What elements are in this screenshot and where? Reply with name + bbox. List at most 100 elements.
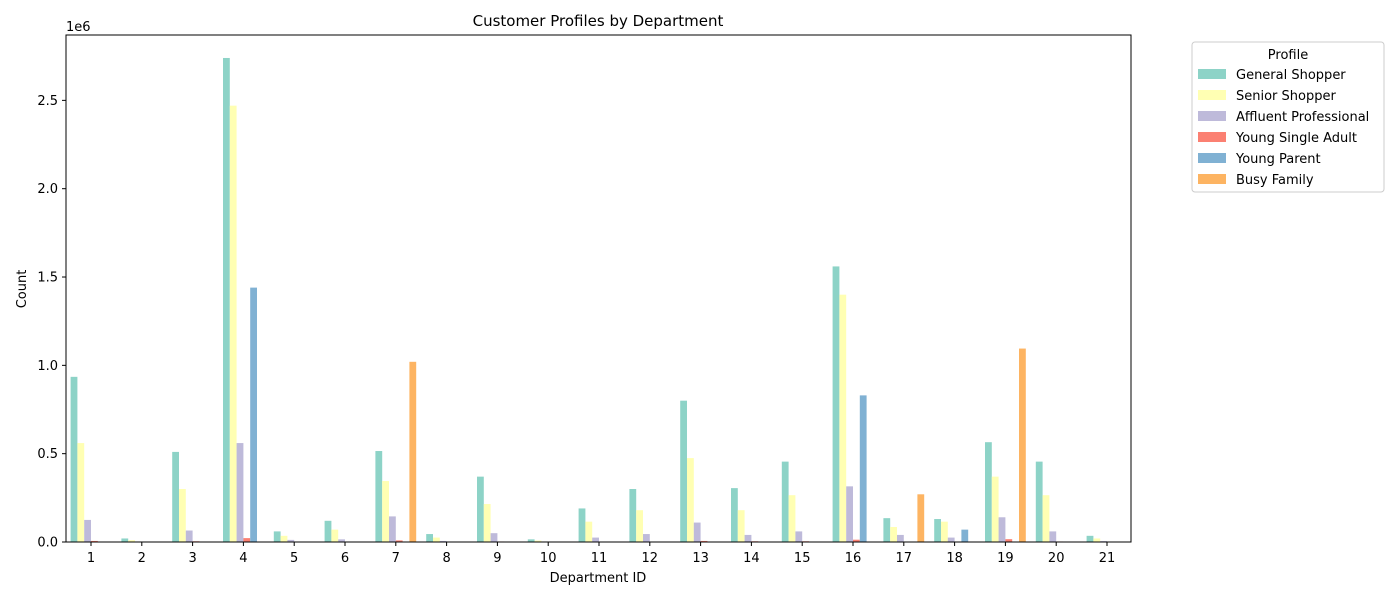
y-axis: 0.0 0.5 1.0 1.5 2.0 2.5: [37, 94, 66, 551]
x-tick-label: 13: [692, 551, 709, 566]
legend-label: Young Single Adult: [1235, 131, 1357, 146]
x-tick-label: 14: [743, 551, 760, 566]
bar-dept-12-senior-shopper: [636, 510, 643, 542]
bar-dept-17-affluent-professional: [897, 534, 904, 542]
bar-dept-6-affluent-professional: [338, 539, 345, 542]
legend-swatch: [1198, 174, 1226, 184]
bar-dept-13-affluent-professional: [693, 522, 701, 542]
bar-dept-19-busy-family: [1019, 348, 1026, 542]
bar-dept-20-general-shopper: [1035, 461, 1043, 542]
bar-dept-4-general-shopper: [223, 57, 230, 542]
y-tick-label: 2.5: [37, 94, 58, 109]
y-tick-label: 1.0: [37, 359, 58, 374]
x-tick-label: 10: [540, 551, 557, 566]
bar-dept-14-affluent-professional: [744, 534, 752, 542]
bar-dept-19-senior-shopper: [991, 476, 999, 542]
x-tick-label: 7: [392, 551, 400, 566]
bar-dept-17-busy-family: [917, 494, 925, 542]
bar-dept-19-young-single-adult: [1005, 539, 1013, 542]
bar-dept-18-senior-shopper: [941, 521, 948, 542]
bar-dept-2-senior-shopper: [128, 540, 135, 542]
x-tick-label: 2: [138, 551, 146, 566]
y-axis-offset-text: 1e6: [66, 20, 91, 35]
bar-dept-20-senior-shopper: [1042, 495, 1050, 542]
bar-dept-5-general-shopper: [273, 531, 281, 542]
bar-dept-11-senior-shopper: [585, 521, 593, 542]
bar-dept-14-senior-shopper: [737, 510, 745, 542]
legend-swatch: [1198, 153, 1226, 163]
legend-swatch: [1198, 111, 1226, 121]
bar-dept-16-general-shopper: [832, 266, 840, 542]
x-tick-label: 18: [946, 551, 963, 566]
legend-label: Young Parent: [1235, 152, 1321, 167]
x-tick-label: 5: [290, 551, 298, 566]
x-tick-label: 4: [239, 551, 247, 566]
bar-dept-6-general-shopper: [324, 520, 332, 542]
bar-dept-10-senior-shopper: [534, 540, 542, 542]
x-axis-label: Department ID: [550, 571, 647, 586]
x-tick-label: 11: [591, 551, 608, 566]
bar-dept-13-general-shopper: [680, 400, 687, 542]
bar-dept-15-general-shopper: [781, 461, 789, 542]
bar-dept-15-affluent-professional: [795, 531, 803, 542]
x-tick-label: 15: [794, 551, 811, 566]
x-tick-label: 9: [493, 551, 501, 566]
bar-dept-2-general-shopper: [121, 538, 129, 542]
legend-label: Senior Shopper: [1236, 89, 1336, 104]
bar-dept-21-general-shopper: [1086, 535, 1094, 542]
bar-dept-4-young-single-adult: [243, 538, 251, 542]
legend-swatch: [1198, 132, 1226, 142]
bar-dept-18-general-shopper: [934, 519, 941, 542]
x-tick-label: 16: [845, 551, 862, 566]
bar-dept-12-affluent-professional: [643, 534, 650, 542]
legend-swatch: [1198, 69, 1226, 79]
bar-dept-15-senior-shopper: [788, 495, 796, 542]
bar-dept-11-affluent-professional: [592, 537, 599, 542]
bar-dept-12-general-shopper: [629, 489, 637, 542]
bar-dept-7-senior-shopper: [382, 481, 389, 542]
bar-dept-17-general-shopper: [883, 518, 891, 542]
bar-dept-8-senior-shopper: [433, 537, 440, 542]
x-tick-label: 8: [442, 551, 450, 566]
x-tick-label: 3: [188, 551, 196, 566]
bar-dept-3-general-shopper: [172, 451, 179, 542]
legend: Profile General Shopper Senior Shopper Aff…: [1191, 41, 1385, 193]
y-tick-label: 0.0: [37, 536, 58, 551]
bar-dept-19-general-shopper: [985, 442, 992, 542]
bar-dept-7-busy-family: [409, 361, 417, 542]
bar-dept-16-young-parent: [859, 395, 867, 542]
bar-dept-1-general-shopper: [70, 376, 78, 542]
bar-dept-8-general-shopper: [426, 534, 433, 542]
bar-dept-21-senior-shopper: [1093, 538, 1101, 542]
x-tick-label: 17: [896, 551, 913, 566]
bar-dept-4-young-parent: [250, 287, 257, 542]
bar-dept-1-senior-shopper: [77, 443, 85, 542]
bar-dept-7-general-shopper: [375, 451, 383, 542]
bar-dept-14-general-shopper: [731, 488, 738, 542]
legend-frame: [1191, 41, 1385, 193]
bar-dept-19-affluent-professional: [998, 517, 1006, 542]
bar-dept-8-affluent-professional: [439, 540, 447, 542]
bar-dept-18-affluent-professional: [947, 537, 955, 542]
bar-dept-9-affluent-professional: [490, 533, 498, 542]
bar-dept-11-general-shopper: [578, 508, 586, 542]
x-tick-label: 1: [87, 551, 95, 566]
bar-dept-1-young-single-adult: [91, 540, 98, 542]
bar-dept-17-senior-shopper: [890, 526, 897, 542]
chart-title: Customer Profiles by Department: [473, 12, 724, 30]
legend-title: Profile: [1268, 48, 1308, 63]
y-tick-label: 2.0: [37, 182, 58, 197]
legend-swatch: [1198, 90, 1226, 100]
y-tick-label: 1.5: [37, 271, 58, 286]
bars-group: [70, 57, 1107, 543]
x-tick-label: 21: [1099, 551, 1116, 566]
bar-dept-7-young-single-adult: [395, 540, 403, 542]
legend-label: Affluent Professional: [1236, 110, 1369, 125]
bar-dept-16-young-single-adult: [853, 539, 860, 542]
x-tick-label: 6: [341, 551, 349, 566]
bar-dept-5-senior-shopper: [280, 535, 288, 542]
x-tick-label: 12: [642, 551, 659, 566]
bar-dept-18-young-parent: [961, 529, 969, 542]
legend-label: General Shopper: [1236, 68, 1346, 83]
bar-dept-6-senior-shopper: [331, 529, 339, 542]
